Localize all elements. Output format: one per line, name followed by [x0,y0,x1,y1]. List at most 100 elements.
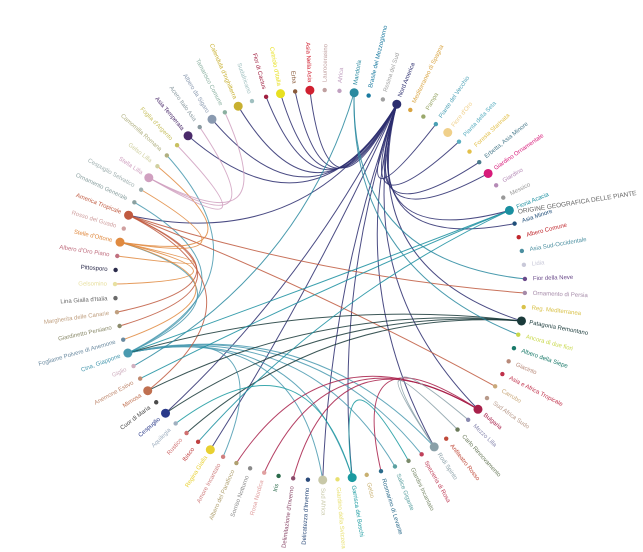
node-label: Lina Gialla d'Italia [60,296,108,305]
node-label: Delimitazione d'Inverno [282,485,296,548]
node-dot [121,337,126,342]
node-label: Fior di Cactus [251,53,267,90]
node-dot [121,226,126,231]
link [128,214,525,294]
node-label: Mediterraneo di Spagna [412,44,446,105]
link [292,378,479,479]
node-dot [516,332,521,337]
node-dot [493,183,499,188]
node-label: Mimosa [122,393,143,410]
node-dot [161,408,171,418]
node-label: Pittosporo [80,265,108,273]
node-label: Albero d'Oro Piano [59,245,110,259]
node-dot [292,89,298,94]
node-dot [429,442,439,452]
link [119,165,209,247]
node-label: Erba [289,71,297,85]
node-dot [263,94,269,100]
node-dot [506,359,511,364]
node-dot [512,221,517,226]
node-dot [144,173,154,183]
node-dot [364,472,369,478]
link [165,318,522,414]
node-label: Rodi Spinto [436,452,459,482]
node-dot [521,262,527,268]
node-dot [443,128,453,138]
link [128,214,208,392]
link [127,344,241,458]
node-dot [305,477,311,482]
node-dot [511,345,517,351]
node-dot [433,121,439,127]
node-label: Giardino della Svizzera [335,487,346,550]
node-dot [173,421,178,426]
node-dot [154,400,159,405]
node-label: Giardino Ornamentale [493,133,545,172]
link [127,344,423,455]
node-dot [419,452,424,457]
node-label: Pampa [425,91,440,111]
node-label: Bulgaria [482,412,503,431]
node-label: Resina del Sud [383,52,401,93]
node-label: Patagonia Remontano [529,320,589,337]
link [127,201,203,354]
node-dot [113,267,118,273]
link [165,103,398,414]
node-label: Asia Nella Asia [304,42,312,83]
node-dot [115,253,120,259]
node-dot [183,131,193,141]
link [117,241,195,264]
node-dot [112,281,118,287]
node-label: Rustico [166,437,184,457]
node-dot [290,476,296,481]
node-label: Garrisca dei Boschi [350,485,364,537]
node-dot [467,149,472,154]
node-dot [501,195,506,200]
node-dot [406,458,411,464]
node-dot [380,97,386,102]
node-dot [366,93,371,98]
link [294,91,398,169]
node-label: Asia Sud-Occidentale [529,237,588,253]
link [211,103,398,178]
node-dot [522,290,528,296]
node-dot [222,110,228,115]
node-dot [473,404,483,414]
node-label: Ornamento di Persia [533,291,589,299]
link [387,104,522,322]
node-dot [492,384,498,389]
node-label: Albero Comune [526,222,569,238]
node-dot [349,88,359,98]
node-dot [465,417,471,422]
node-label: Stelle d'Ottone [73,229,113,244]
node-label: Rosso del Guado [71,210,118,229]
node-label: Sudafricano [235,62,252,95]
node-dot [347,473,357,483]
node-dot [408,107,413,113]
node-label: Giardinetto Persiano [58,325,113,343]
node-label: Gelso Lilla [127,142,153,164]
link [348,399,409,478]
node-dot [220,454,226,460]
node-dot [484,395,490,401]
node-dot [114,309,120,315]
node-label: Africa [338,67,345,83]
node-dot [137,376,143,381]
node-label: Gelsomino [78,281,107,287]
link [148,144,224,210]
link [209,103,398,451]
node-dot [504,205,514,215]
node-dot [519,248,525,254]
node-dot [113,295,118,301]
node-dot [123,348,133,358]
node-label: Mandorla [353,59,363,85]
node-dot [392,464,398,469]
node-dot [234,460,239,466]
link [397,379,458,448]
node-label: Lidia [532,260,546,267]
link [127,345,396,467]
node-dot [262,470,267,475]
node-dot [197,124,202,130]
node-dot [205,445,215,455]
